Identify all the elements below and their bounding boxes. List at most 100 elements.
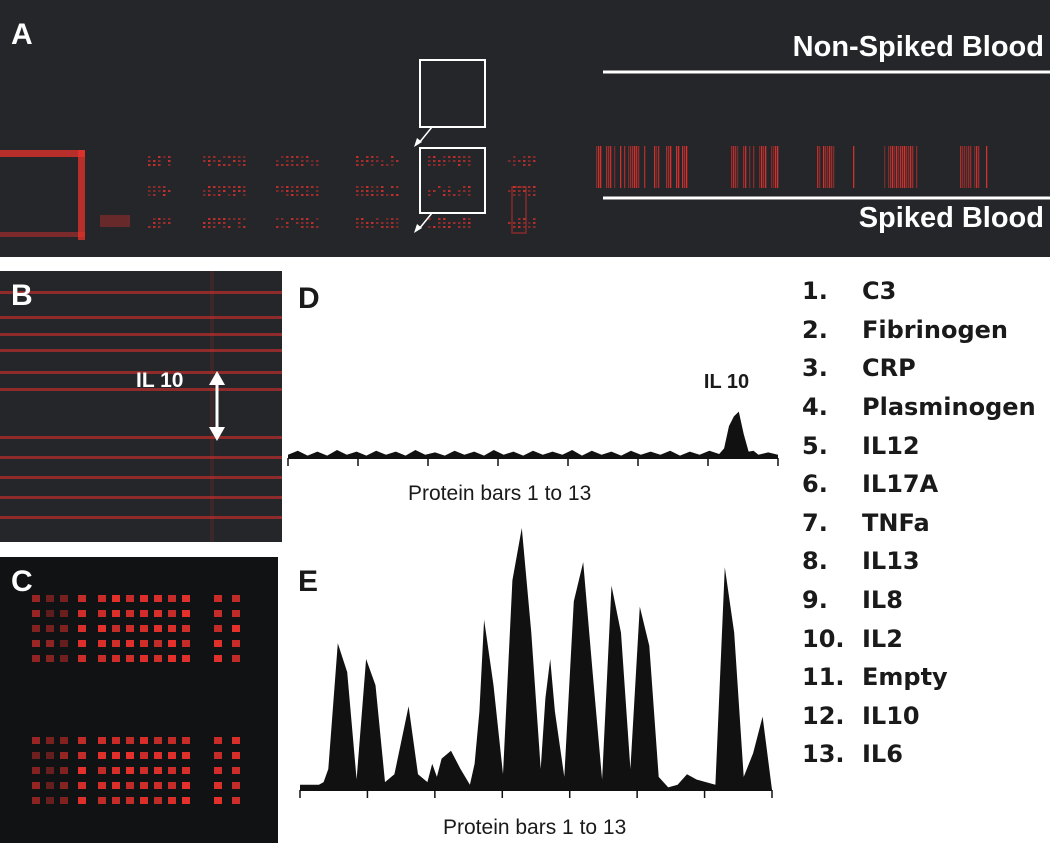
protein-bar bbox=[632, 146, 633, 188]
microarray-spot bbox=[371, 164, 374, 166]
protein-bar bbox=[765, 146, 766, 188]
protein-bar bbox=[763, 146, 764, 188]
microarray-spot bbox=[233, 156, 236, 158]
stripe-line bbox=[0, 291, 282, 294]
array-spot bbox=[98, 655, 106, 662]
microarray-spot bbox=[208, 218, 211, 220]
microarray-spot bbox=[276, 190, 279, 192]
microarray-spot bbox=[203, 190, 206, 192]
microarray-spot bbox=[311, 164, 314, 166]
microarray-spot bbox=[533, 186, 536, 188]
protein-bar bbox=[966, 146, 967, 188]
microarray-spot bbox=[391, 194, 394, 196]
legend-number: 7. bbox=[802, 509, 862, 537]
microarray-spot bbox=[218, 194, 221, 196]
microarray-spot bbox=[356, 218, 359, 220]
microarray-spot bbox=[391, 160, 394, 162]
microarray-spot bbox=[218, 186, 221, 188]
legend-item: 3. CRP bbox=[802, 349, 1050, 388]
legend-protein: CRP bbox=[862, 354, 916, 382]
microarray-spot bbox=[381, 164, 384, 166]
array-spot bbox=[168, 797, 176, 804]
array-spot bbox=[60, 640, 68, 647]
il10-arrow-label: IL 10 bbox=[136, 369, 183, 393]
microarray-spot bbox=[168, 190, 171, 192]
microarray-spot bbox=[463, 226, 466, 228]
microarray-spot bbox=[356, 164, 359, 166]
protein-bar bbox=[670, 146, 671, 188]
array-spot bbox=[232, 797, 240, 804]
microarray-spot bbox=[203, 156, 206, 158]
array-spot bbox=[232, 655, 240, 662]
array-spot bbox=[154, 797, 162, 804]
microarray-spot bbox=[468, 222, 471, 224]
array-spot bbox=[214, 640, 222, 647]
microarray-spot bbox=[356, 190, 359, 192]
protein-bar bbox=[829, 146, 830, 188]
microarray-spot bbox=[316, 218, 319, 220]
microarray-spot bbox=[468, 226, 471, 228]
microarray-spot bbox=[276, 226, 279, 228]
array-spot bbox=[168, 655, 176, 662]
array-spot bbox=[46, 640, 54, 647]
microarray-spot bbox=[306, 190, 309, 192]
microarray-spot bbox=[281, 190, 284, 192]
panel-b-label: B bbox=[11, 281, 33, 311]
protein-bar bbox=[676, 146, 677, 188]
microarray-spot bbox=[528, 222, 531, 224]
protein-bar bbox=[904, 146, 905, 188]
microarray-spot bbox=[438, 222, 441, 224]
array-spot bbox=[78, 640, 86, 647]
array-spot bbox=[78, 610, 86, 617]
microarray-spot bbox=[306, 186, 309, 188]
microarray-spot bbox=[281, 218, 284, 220]
array-spot bbox=[32, 625, 40, 632]
microarray-spot bbox=[213, 160, 216, 162]
microarray-spot bbox=[533, 218, 536, 220]
array-spot bbox=[232, 782, 240, 789]
microarray-spot bbox=[301, 194, 304, 196]
microarray-spot bbox=[228, 226, 231, 228]
microarray-spot bbox=[523, 164, 526, 166]
microarray-spot bbox=[371, 222, 374, 224]
microarray-spot bbox=[311, 226, 314, 228]
panel-d-label: D bbox=[298, 284, 320, 314]
array-spot bbox=[182, 782, 190, 789]
array-spot bbox=[98, 737, 106, 744]
array-spot bbox=[32, 797, 40, 804]
arrow-line bbox=[419, 127, 432, 143]
microarray-spot bbox=[448, 186, 451, 188]
microarray-spot bbox=[243, 164, 246, 166]
protein-bar bbox=[743, 146, 744, 188]
array-spot bbox=[182, 595, 190, 602]
stripe-line bbox=[0, 456, 282, 459]
legend-item: 7. TNFa bbox=[802, 504, 1050, 543]
array-spot bbox=[214, 782, 222, 789]
array-spot bbox=[168, 640, 176, 647]
array-spot bbox=[60, 595, 68, 602]
microarray-spot bbox=[468, 160, 471, 162]
microarray-spot bbox=[243, 194, 246, 196]
protein-bar bbox=[624, 146, 625, 188]
stripe-line bbox=[0, 316, 282, 319]
microarray-spot bbox=[356, 156, 359, 158]
microarray-spot bbox=[286, 186, 289, 188]
microarray-spot bbox=[158, 222, 161, 224]
microarray-spot bbox=[223, 156, 226, 158]
microarray-spot bbox=[376, 156, 379, 158]
array-spot bbox=[112, 752, 120, 759]
microarray-spot bbox=[316, 186, 319, 188]
microarray-spot bbox=[276, 164, 279, 166]
microarray-spot bbox=[203, 226, 206, 228]
microarray-spot bbox=[148, 156, 151, 158]
array-spot bbox=[126, 595, 134, 602]
microarray-spot bbox=[376, 222, 379, 224]
microarray-spot bbox=[148, 190, 151, 192]
microarray-spot bbox=[523, 222, 526, 224]
array-spot bbox=[154, 767, 162, 774]
microarray-spot bbox=[163, 222, 166, 224]
microarray-spot bbox=[396, 222, 399, 224]
stripe-line bbox=[0, 349, 282, 352]
microarray-spot bbox=[443, 156, 446, 158]
microarray-spot bbox=[361, 190, 364, 192]
